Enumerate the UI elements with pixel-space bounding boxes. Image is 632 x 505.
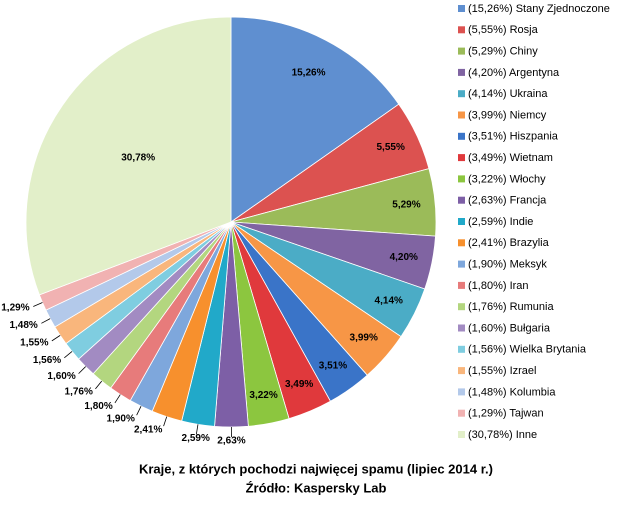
pie-slice <box>230 16 400 223</box>
legend-swatch <box>458 239 465 247</box>
leader-line <box>163 416 168 427</box>
legend: (15,26%) Stany Zjednoczone (5,55%) Rosja (… <box>458 3 610 441</box>
leader-line <box>78 366 86 374</box>
legend-swatch <box>458 47 465 55</box>
legend-label: (2,59%) Indie <box>468 216 533 228</box>
data-label: 1,55% <box>20 338 48 349</box>
legend-swatch <box>458 132 465 140</box>
legend-swatch <box>458 367 465 375</box>
legend-label: (15,26%) Stany Zjednoczone <box>468 3 610 15</box>
data-label: 1,29% <box>1 303 29 314</box>
data-label: 1,80% <box>84 401 112 412</box>
legend-label: (1,56%) Wielka Brytania <box>468 344 587 356</box>
legend-swatch <box>458 388 465 396</box>
leader-line <box>51 335 61 342</box>
legend-label: (3,49%) Wietnam <box>468 152 553 164</box>
data-label: 3,49% <box>285 379 313 390</box>
chart-title: Kraje, z których pochodzi najwięcej spam… <box>139 461 493 476</box>
leader-line <box>114 394 121 404</box>
legend-label: (1,48%) Kolumbia <box>468 386 556 398</box>
data-label: 2,41% <box>134 425 162 436</box>
data-label: 15,26% <box>292 67 326 78</box>
data-label: 1,60% <box>47 371 75 382</box>
legend-swatch <box>458 409 465 417</box>
legend-swatch <box>458 431 465 438</box>
leader-line <box>64 351 73 359</box>
leader-line <box>136 406 142 416</box>
legend-label: (2,41%) Brazylia <box>468 237 550 249</box>
data-label: 4,14% <box>375 295 403 306</box>
legend-label: (3,99%) Niemcy <box>468 109 547 121</box>
chart-subtitle: Źródło: Kaspersky Lab <box>246 480 387 495</box>
data-label: 3,51% <box>319 360 347 371</box>
legend-label: (1,76%) Rumunia <box>468 301 554 313</box>
legend-swatch <box>458 5 465 12</box>
legend-label: (3,51%) Hiszpania <box>468 131 559 143</box>
legend-label: (1,90%) Meksyk <box>468 259 547 271</box>
legend-swatch <box>458 218 465 225</box>
data-label: 5,55% <box>377 142 405 153</box>
legend-swatch <box>458 111 465 119</box>
data-label: 1,90% <box>107 413 135 424</box>
legend-label: (5,29%) Chiny <box>468 46 538 58</box>
data-label: 1,48% <box>9 320 37 331</box>
leader-line <box>41 318 51 324</box>
data-label: 30,78% <box>121 153 155 164</box>
legend-swatch <box>458 281 465 289</box>
data-label: 2,59% <box>182 433 210 444</box>
legend-swatch <box>458 154 465 162</box>
legend-label: (4,20%) Argentyna <box>468 67 560 79</box>
legend-label: (1,80%) Iran <box>468 280 529 292</box>
data-label: 3,99% <box>350 333 378 344</box>
legend-swatch <box>458 68 465 76</box>
legend-swatch <box>458 345 465 353</box>
legend-label: (1,55%) Izrael <box>468 365 536 377</box>
leader-line <box>95 380 103 390</box>
leader-line <box>195 424 199 435</box>
legend-label: (3,22%) Włochy <box>468 173 546 185</box>
data-label: 1,56% <box>33 355 61 366</box>
legend-swatch <box>458 303 465 311</box>
legend-label: (30,78%) Inne <box>468 429 537 441</box>
legend-swatch <box>458 90 465 98</box>
leader-line <box>33 302 43 307</box>
legend-swatch <box>458 260 465 268</box>
legend-swatch <box>458 175 465 183</box>
legend-swatch <box>458 196 465 204</box>
legend-swatch <box>458 324 465 332</box>
legend-label: (1,29%) Tajwan <box>468 408 544 420</box>
data-label: 2,63% <box>217 436 245 447</box>
data-label: 4,20% <box>390 252 418 263</box>
legend-label: (2,63%) Francja <box>468 195 547 207</box>
pie-slice <box>25 16 232 296</box>
legend-swatch <box>458 26 465 34</box>
legend-label: (5,55%) Rosja <box>468 24 539 36</box>
legend-label: (1,60%) Bułgaria <box>468 322 551 334</box>
data-label: 1,76% <box>65 387 93 398</box>
pie: 15,26% 5,55% 5,29% 4,20% 4,14% 3,99% 3,51% 3,49… <box>1 16 437 447</box>
data-label: 5,29% <box>392 200 420 211</box>
legend-label: (4,14%) Ukraina <box>468 88 548 100</box>
data-label: 3,22% <box>249 390 277 401</box>
